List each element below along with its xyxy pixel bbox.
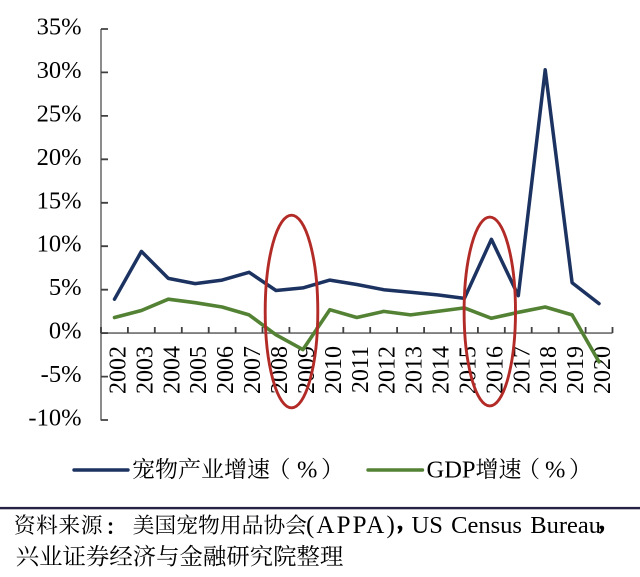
svg-text:25%: 25%: [37, 100, 82, 127]
svg-text:35%: 35%: [37, 14, 82, 41]
svg-text:30%: 30%: [37, 57, 82, 84]
svg-text:-5%: -5%: [41, 361, 82, 388]
svg-text:2019: 2019: [563, 346, 589, 394]
svg-text:%: %: [545, 456, 565, 483]
svg-text:2018: 2018: [536, 346, 562, 394]
svg-text:US Census Bureau: US Census Bureau: [412, 512, 602, 539]
svg-text:2010: 2010: [321, 346, 347, 394]
svg-text:2002: 2002: [106, 346, 132, 394]
svg-text:5%: 5%: [49, 274, 82, 301]
svg-text:(APPA): (APPA): [306, 512, 397, 539]
svg-text:2014: 2014: [429, 346, 455, 394]
svg-text:-10%: -10%: [28, 405, 81, 432]
svg-text:20%: 20%: [37, 144, 82, 171]
svg-text:2011: 2011: [348, 346, 374, 393]
svg-text:GDP: GDP: [427, 456, 476, 483]
svg-text:%: %: [297, 456, 317, 483]
svg-text:15%: 15%: [37, 187, 82, 214]
svg-text:2013: 2013: [402, 346, 428, 394]
svg-text:2007: 2007: [240, 346, 266, 394]
svg-text:0%: 0%: [49, 318, 82, 345]
svg-text:2004: 2004: [159, 346, 185, 394]
svg-text:2012: 2012: [375, 346, 401, 394]
svg-text:2005: 2005: [186, 346, 212, 394]
svg-text:2003: 2003: [132, 346, 158, 394]
svg-text:2006: 2006: [213, 346, 239, 394]
svg-text:10%: 10%: [37, 231, 82, 258]
svg-text:2016: 2016: [482, 346, 508, 394]
